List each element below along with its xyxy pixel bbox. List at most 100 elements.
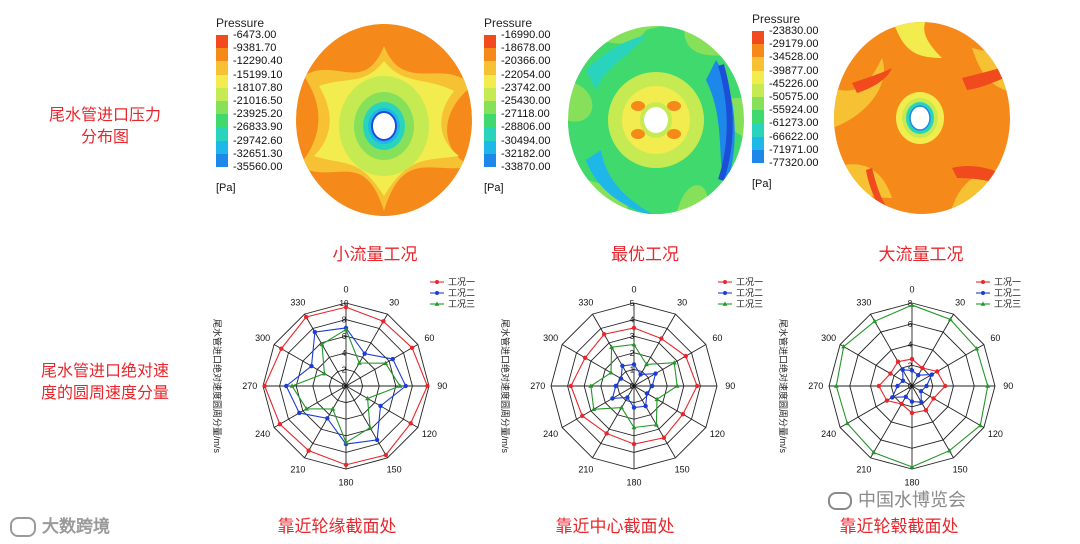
- caption-rim-section: 靠近轮缘截面处: [277, 517, 397, 537]
- legend-swatch: [752, 44, 764, 58]
- data-point: [895, 359, 901, 364]
- data-point: [923, 408, 929, 413]
- data-point: [601, 332, 607, 337]
- data-point: [631, 424, 637, 430]
- data-point: [279, 346, 284, 351]
- legend-value: -66622.00: [769, 130, 819, 143]
- data-point: [383, 360, 388, 365]
- angle-label: 180: [338, 477, 353, 487]
- data-point: [408, 421, 413, 426]
- angle-label: 60: [990, 333, 1000, 343]
- legend-value: -12290.40: [233, 55, 283, 68]
- data-point: [924, 383, 929, 389]
- legend-entry: -34528.00: [752, 51, 847, 71]
- data-point: [343, 326, 349, 332]
- legend-unit: [Pa]: [216, 182, 236, 195]
- legend-value: -21016.50: [233, 94, 283, 107]
- data-point: [277, 421, 283, 427]
- spoke: [345, 344, 419, 387]
- radar-chart-rim: 0 30 60 90 120 150 180 210 240 270 300 330 0 2 4 6 8 10 尾水…: [212, 277, 475, 487]
- data-point: [383, 452, 389, 458]
- legend-marker: [722, 301, 728, 306]
- legend-entry: -33870.00: [484, 161, 579, 180]
- data-point: [425, 383, 430, 389]
- legend-value: -30494.00: [501, 134, 551, 147]
- legend-entry: -12290.40: [216, 55, 311, 75]
- radial-tick-label: 10: [340, 299, 349, 308]
- data-point: [262, 383, 267, 389]
- legend-entry: -20366.00: [484, 55, 579, 75]
- legend-marker: [434, 301, 440, 306]
- radial-tick-label: 0: [630, 382, 635, 391]
- legend-swatch: [216, 61, 228, 75]
- radial-tick-label: 4: [342, 349, 347, 358]
- legend-entry: -21016.50: [216, 95, 311, 115]
- data-point: [620, 363, 625, 369]
- data-point: [619, 404, 624, 410]
- data-point: [683, 353, 688, 359]
- angle-label: 150: [675, 464, 690, 474]
- radial-tick-label: 4: [630, 316, 635, 325]
- legend-swatch: [484, 35, 496, 49]
- legend-label: 工况三: [994, 299, 1021, 309]
- data-point: [909, 464, 915, 469]
- legend-value: -23742.00: [501, 81, 551, 94]
- angle-label: 60: [424, 333, 434, 343]
- data-point: [625, 395, 630, 400]
- data-point: [343, 304, 349, 310]
- legend-value: -25430.00: [501, 94, 551, 107]
- legend-entry: -77320.00: [752, 157, 847, 176]
- legend-entry: -25430.00: [484, 95, 579, 115]
- data-point: [661, 435, 667, 440]
- legend-entry: -39877.00: [752, 65, 847, 84]
- legend-unit: [Pa]: [484, 182, 504, 195]
- pressure-contour-small-flow: [296, 24, 472, 216]
- data-point: [322, 370, 327, 376]
- spoke: [911, 344, 985, 387]
- legend-value: -45226.00: [769, 77, 819, 90]
- data-point: [909, 368, 915, 373]
- data-point: [680, 412, 686, 417]
- data-point: [903, 394, 908, 399]
- legend-value: -29179.00: [769, 38, 819, 51]
- legend-value: -71971.00: [769, 143, 819, 156]
- legend-marker: [723, 291, 727, 295]
- data-point: [900, 367, 905, 373]
- data-point: [568, 383, 574, 389]
- data-point: [312, 329, 318, 335]
- angle-label: 330: [290, 298, 305, 308]
- data-point: [303, 314, 309, 320]
- data-point: [330, 406, 336, 411]
- legend-entry: -18678.00: [484, 42, 579, 62]
- radial-tick-label: 8: [908, 299, 913, 308]
- data-point: [304, 406, 309, 411]
- data-point: [909, 302, 915, 307]
- angle-label: 30: [677, 298, 687, 308]
- legend-swatch: [216, 87, 228, 101]
- legend-value: -39877.00: [769, 64, 819, 77]
- data-point: [653, 371, 658, 376]
- data-point: [900, 378, 906, 384]
- caption-small-flow: 小流量工况: [332, 245, 418, 265]
- data-point: [931, 396, 936, 401]
- radial-tick-label: 6: [908, 320, 913, 329]
- legend-swatch: [752, 110, 764, 124]
- radial-tick-label: 8: [342, 316, 347, 325]
- spoke: [839, 344, 913, 387]
- legend-entry: -27118.00: [484, 108, 579, 128]
- legend-label: 工况三: [736, 299, 763, 309]
- radial-tick-label: 2: [342, 365, 347, 374]
- y-axis-label: 尾水管进口绝对速度圆周分量/m/s: [500, 319, 511, 453]
- legend-swatch: [484, 87, 496, 101]
- data-point: [671, 360, 677, 365]
- data-point: [919, 399, 924, 405]
- legend-swatch: [752, 70, 764, 84]
- legend-value: -9381.70: [233, 42, 277, 55]
- velocity-row-label: 尾水管进口绝对速 度的圆周速度分量: [40, 361, 169, 402]
- data-point: [604, 431, 609, 436]
- data-point: [833, 383, 839, 388]
- legend-entry: -6473.00: [216, 29, 311, 49]
- watermark-logo-icon: [10, 517, 36, 537]
- data-point: [631, 341, 637, 347]
- legend-entry: -9381.70: [216, 42, 311, 62]
